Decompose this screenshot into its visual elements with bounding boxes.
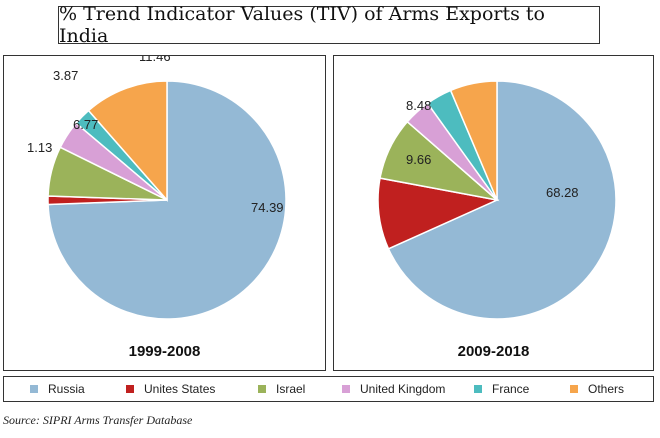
slice-others	[449, 80, 498, 201]
legend-item-united-kingdom: United Kingdom	[342, 377, 445, 401]
legend-item-israel: Israel	[258, 377, 305, 401]
source-note: Source: SIPRI Arms Transfer Database	[3, 413, 193, 427]
legend-item-others: Others	[570, 377, 624, 401]
legend-label-russia: Russia	[48, 382, 85, 396]
pie-panel-1999-2008: 74.39 1.13 6.77 3.87 2.37 11.46 1999-2008	[3, 55, 326, 371]
period-label-2009-2018: 2009-2018	[457, 343, 530, 360]
legend-swatch-united-kingdom	[342, 385, 350, 393]
legend-item-russia: Russia	[30, 377, 85, 401]
chart-title: % Trend Indicator Values (TIV) of Arms E…	[58, 3, 600, 47]
legend-swatch-others	[570, 385, 578, 393]
pie-panel-2009-2018: 68.289.668.483.673.546.37 2009-2018	[333, 55, 654, 371]
pie-chart-2009-2018: 68.289.668.483.673.546.37	[377, 80, 617, 320]
slice-others	[87, 80, 168, 202]
legend-label-others: Others	[588, 382, 625, 396]
legend-label-france: France	[492, 382, 530, 396]
legend-swatch-france	[474, 385, 482, 393]
pie-chart-1999-2008: 74.39 1.13 6.77 3.87 2.37 11.46	[27, 56, 287, 320]
legend-label-united-kingdom: United Kingdom	[360, 382, 446, 396]
legend-swatch-united-states	[126, 385, 134, 393]
legend-label-united-states: Unites States	[144, 382, 216, 396]
slice-label-russia: 74.39	[251, 200, 284, 215]
slice-label-unites-states: 1.13	[27, 140, 52, 155]
slice-label-france: 2.37	[71, 56, 96, 57]
legend-item-united-states: Unites States	[126, 377, 215, 401]
slice-label-russia: 68.28	[546, 185, 579, 200]
slice-russia	[387, 80, 617, 320]
slice-label-united-kingdom: 3.87	[53, 68, 78, 83]
slice-label-unites-states: 9.66	[406, 152, 431, 167]
slice-label-israel: 6.77	[73, 117, 98, 132]
slice-label-israel: 8.48	[406, 98, 431, 113]
legend-swatch-israel	[258, 385, 266, 393]
legend-swatch-russia	[30, 385, 38, 393]
legend-label-israel: Israel	[276, 382, 306, 396]
legend-item-france: France	[474, 377, 529, 401]
period-label-1999-2008: 1999-2008	[128, 343, 201, 360]
legend: Russia Unites States Israel United Kingd…	[3, 376, 654, 402]
slice-label-others: 11.46	[139, 56, 171, 64]
